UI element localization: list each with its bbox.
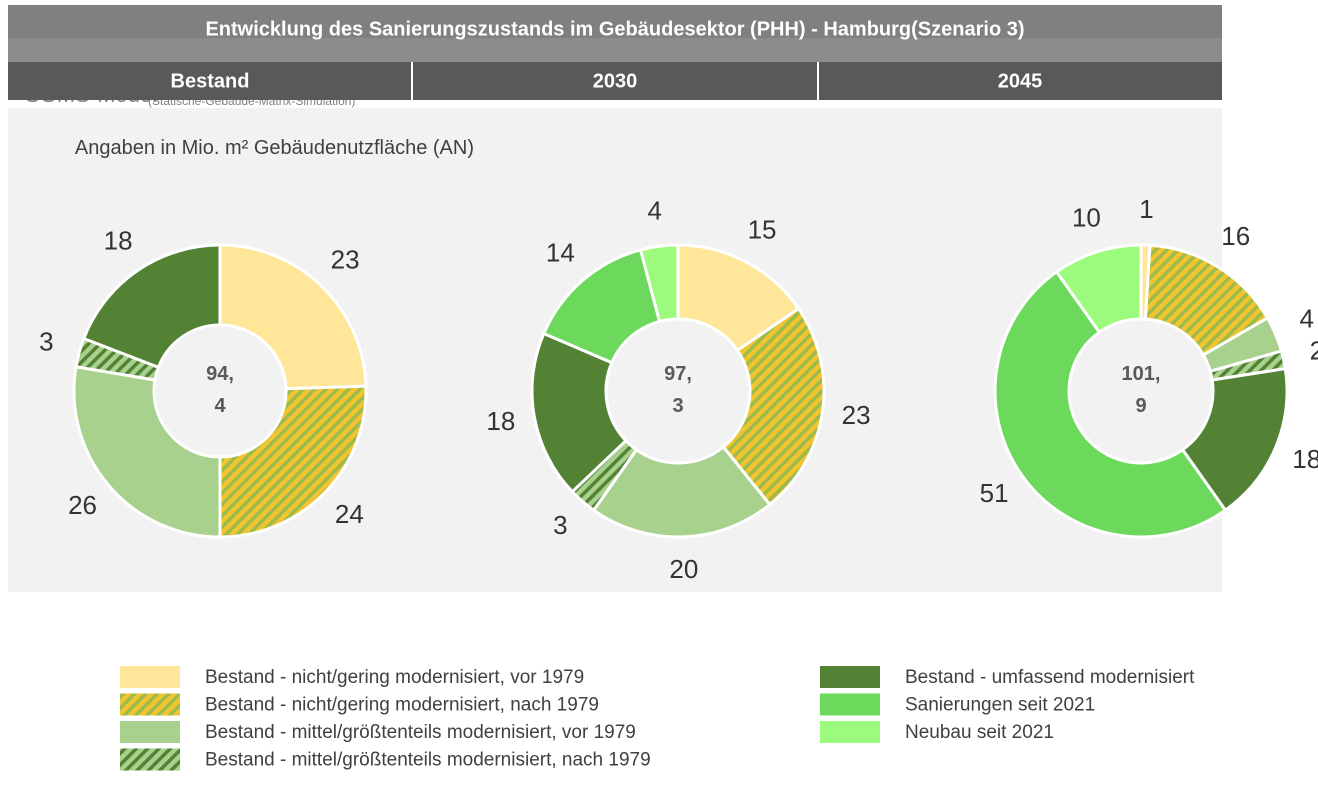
legend-label: Bestand - umfassend modernisiert [905, 667, 1195, 688]
total-label-part: 4 [214, 395, 226, 417]
header-bar [8, 62, 1222, 100]
data-label: 14 [546, 238, 575, 268]
legend-label: Neubau seit 2021 [905, 722, 1054, 743]
chart-title: Entwicklung des Sanierungszustands im Ge… [205, 18, 1024, 40]
donut-slice [638, 243, 680, 324]
legend-label: Bestand - mittel/größtenteils modernisie… [205, 722, 636, 743]
legend-label: Bestand - mittel/größtenteils modernisie… [205, 750, 651, 771]
donut-slice [591, 444, 772, 539]
data-label: 20 [669, 554, 698, 584]
data-label: 23 [331, 244, 360, 274]
column-header: 2030 [593, 70, 638, 92]
legend-swatch [820, 693, 880, 716]
total-label: 101, 9 [1122, 363, 1161, 417]
unit-label: Angaben in Mio. m² Gebäudenutzfläche (AN… [74, 137, 474, 159]
donut-slice [218, 384, 368, 539]
legend-label: Sanierungen seit 2021 [905, 695, 1095, 716]
donut-slice [81, 243, 222, 370]
legend-swatch [820, 666, 880, 688]
total-label-part: 94, [206, 363, 234, 385]
data-label: 3 [553, 510, 567, 540]
column-header: Bestand [171, 70, 250, 92]
data-label: 16 [1221, 221, 1250, 251]
donut-slice [530, 331, 628, 494]
total-label: 97, 3 [664, 363, 692, 417]
donut-slice [994, 269, 1228, 538]
total-label-part: 9 [1135, 395, 1146, 417]
data-label: 4 [1300, 304, 1314, 334]
donut-slice [676, 243, 801, 353]
column-header: 2045 [998, 70, 1043, 92]
data-label: 2 [1310, 335, 1318, 365]
legend-swatch [120, 693, 180, 716]
data-label: 18 [486, 406, 515, 436]
data-label: 3 [39, 326, 53, 356]
data-label: 10 [1072, 202, 1101, 232]
data-label: 4 [648, 195, 662, 225]
donut-slice [1180, 366, 1289, 513]
legend-swatch [120, 666, 180, 688]
data-label: 26 [68, 490, 97, 520]
total-label: 94, 4 [206, 363, 234, 417]
data-label: 18 [104, 225, 133, 255]
total-label-part: 97, [664, 363, 692, 385]
data-label: 24 [335, 499, 364, 529]
legend-swatch [120, 721, 180, 743]
data-label: 1 [1139, 194, 1153, 224]
data-label: 51 [980, 478, 1009, 508]
total-label-part: 3 [672, 395, 683, 417]
data-label: 18 [1292, 444, 1318, 474]
title-bar-lower [8, 38, 1222, 62]
data-label: 15 [748, 215, 777, 245]
donut-slice [72, 364, 222, 539]
donut-slice [721, 306, 826, 507]
legend-label: Bestand - nicht/gering modernisiert, vor… [205, 667, 584, 688]
donut-slice [1054, 243, 1143, 335]
legend-label: Bestand - nicht/gering modernisiert, nac… [205, 695, 599, 716]
legend-swatch [120, 748, 180, 771]
legend-swatch [820, 721, 880, 743]
donut-slice [218, 243, 368, 391]
total-label-part: 101, [1122, 363, 1161, 385]
data-label: 23 [842, 400, 871, 430]
